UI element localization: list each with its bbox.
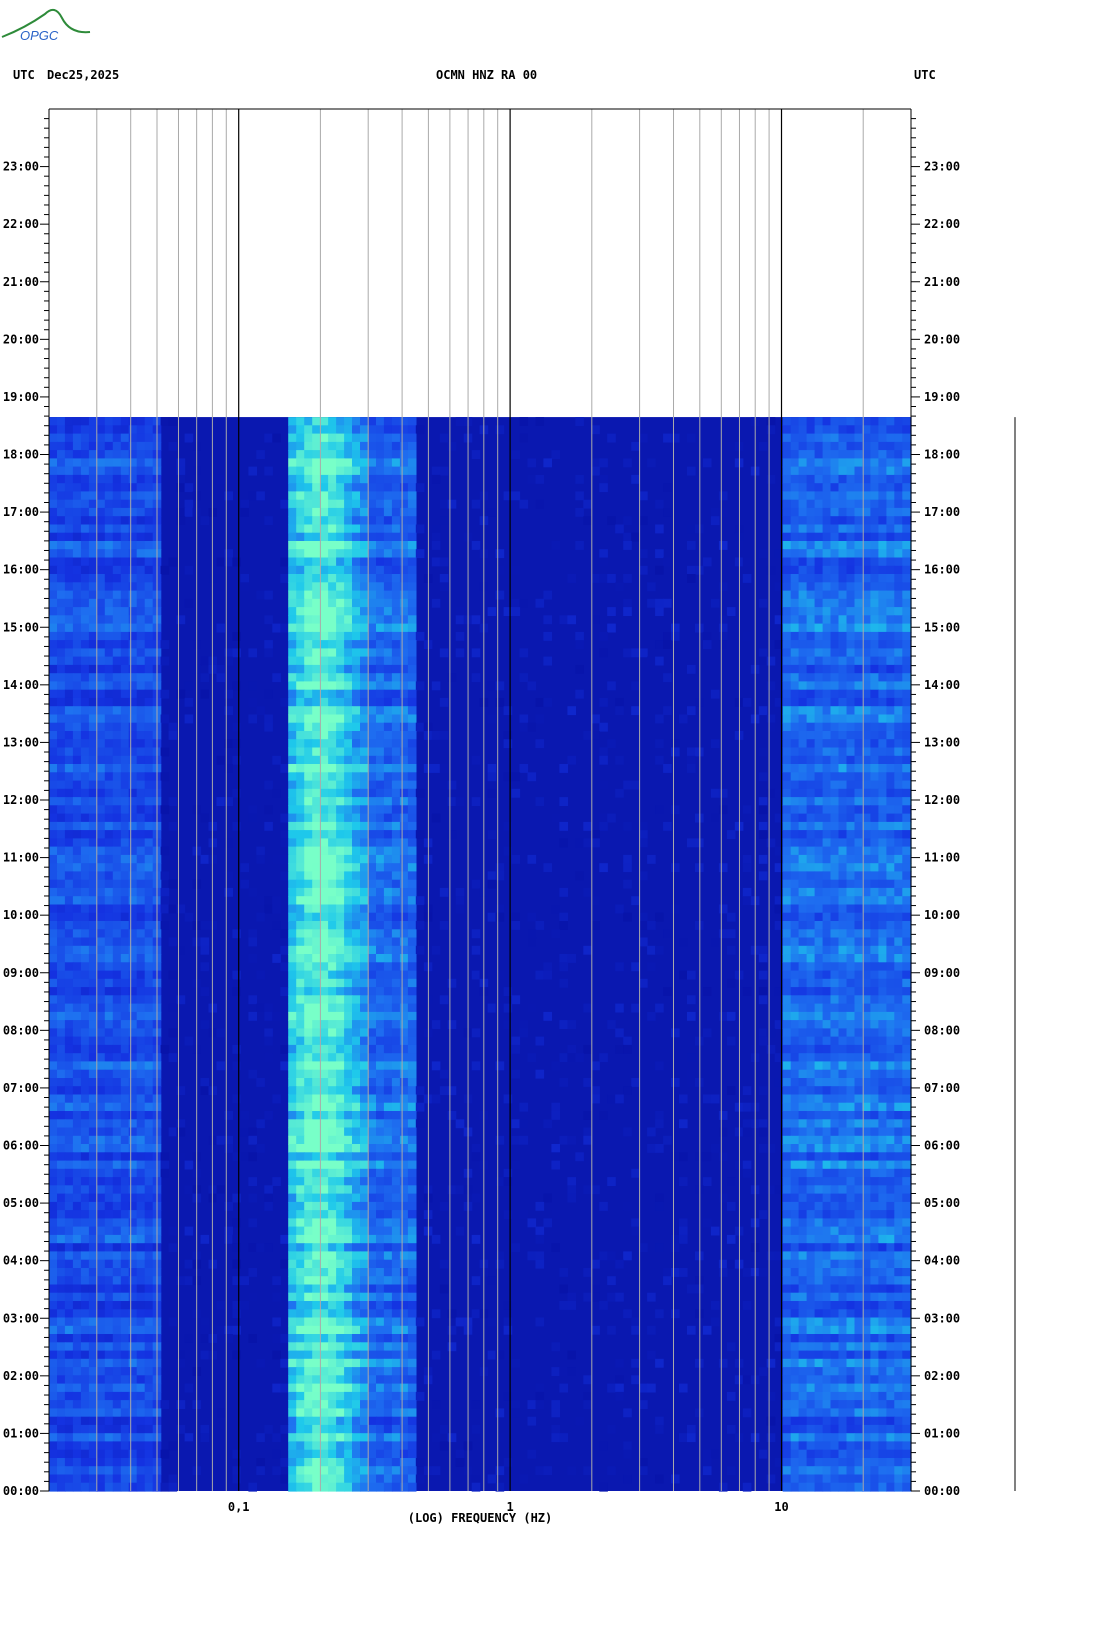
y-tick-label-right: 21:00 (924, 275, 960, 289)
y-tick-label-left: 03:00 (3, 1311, 39, 1325)
y-tick-label-right: 03:00 (924, 1311, 960, 1325)
x-tick-label: 1 (506, 1500, 513, 1514)
y-tick-label-right: 15:00 (924, 620, 960, 634)
y-tick-label-right: 20:00 (924, 332, 960, 346)
y-tick-label-right: 00:00 (924, 1484, 960, 1498)
y-tick-label-left: 17:00 (3, 505, 39, 519)
y-tick-label-right: 01:00 (924, 1426, 960, 1440)
header-left-utc: UTC (13, 68, 35, 82)
y-tick-label-left: 08:00 (3, 1023, 39, 1037)
y-tick-label-right: 13:00 (924, 735, 960, 749)
y-tick-label-left: 15:00 (3, 620, 39, 634)
opgc-logo: OPGC (0, 0, 100, 49)
y-tick-label-right: 07:00 (924, 1081, 960, 1095)
y-tick-label-right: 05:00 (924, 1196, 960, 1210)
y-tick-label-right: 18:00 (924, 448, 960, 462)
y-tick-label-left: 19:00 (3, 390, 39, 404)
y-tick-label-left: 04:00 (3, 1254, 39, 1268)
y-tick-label-left: 00:00 (3, 1484, 39, 1498)
y-tick-label-left: 16:00 (3, 563, 39, 577)
header-right-utc: UTC (914, 68, 936, 82)
y-tick-label-right: 06:00 (924, 1139, 960, 1153)
y-tick-label-left: 11:00 (3, 851, 39, 865)
y-tick-label-right: 23:00 (924, 160, 960, 174)
y-tick-label-left: 13:00 (3, 735, 39, 749)
y-tick-label-right: 11:00 (924, 851, 960, 865)
y-tick-label-right: 09:00 (924, 966, 960, 980)
y-tick-label-right: 12:00 (924, 793, 960, 807)
y-tick-label-left: 02:00 (3, 1369, 39, 1383)
y-tick-label-left: 07:00 (3, 1081, 39, 1095)
y-tick-label-left: 06:00 (3, 1139, 39, 1153)
y-tick-label-left: 18:00 (3, 448, 39, 462)
x-tick-label: 10 (774, 1500, 788, 1514)
y-tick-label-right: 08:00 (924, 1023, 960, 1037)
y-tick-label-left: 05:00 (3, 1196, 39, 1210)
spectrogram-cells (49, 417, 912, 1492)
y-tick-label-left: 21:00 (3, 275, 39, 289)
header-title: OCMN HNZ RA 00 (436, 68, 538, 82)
x-axis-label: (LOG) FREQUENCY (HZ) (408, 1511, 553, 1525)
y-tick-label-right: 04:00 (924, 1254, 960, 1268)
y-tick-label-right: 17:00 (924, 505, 960, 519)
y-tick-label-left: 09:00 (3, 966, 39, 980)
y-tick-label-left: 01:00 (3, 1426, 39, 1440)
y-tick-label-right: 19:00 (924, 390, 960, 404)
x-tick-label: 0,1 (228, 1500, 250, 1514)
y-tick-label-right: 16:00 (924, 563, 960, 577)
y-tick-label-right: 10:00 (924, 908, 960, 922)
y-tick-label-left: 12:00 (3, 793, 39, 807)
y-tick-label-left: 10:00 (3, 908, 39, 922)
y-tick-label-left: 22:00 (3, 217, 39, 231)
y-tick-label-left: 20:00 (3, 332, 39, 346)
y-tick-label-left: 23:00 (3, 160, 39, 174)
header-date: Dec25,2025 (47, 68, 120, 82)
y-tick-label-right: 02:00 (924, 1369, 960, 1383)
y-tick-label-right: 14:00 (924, 678, 960, 692)
y-tick-label-right: 22:00 (924, 217, 960, 231)
logo-text: OPGC (20, 28, 59, 43)
y-tick-label-left: 14:00 (3, 678, 39, 692)
